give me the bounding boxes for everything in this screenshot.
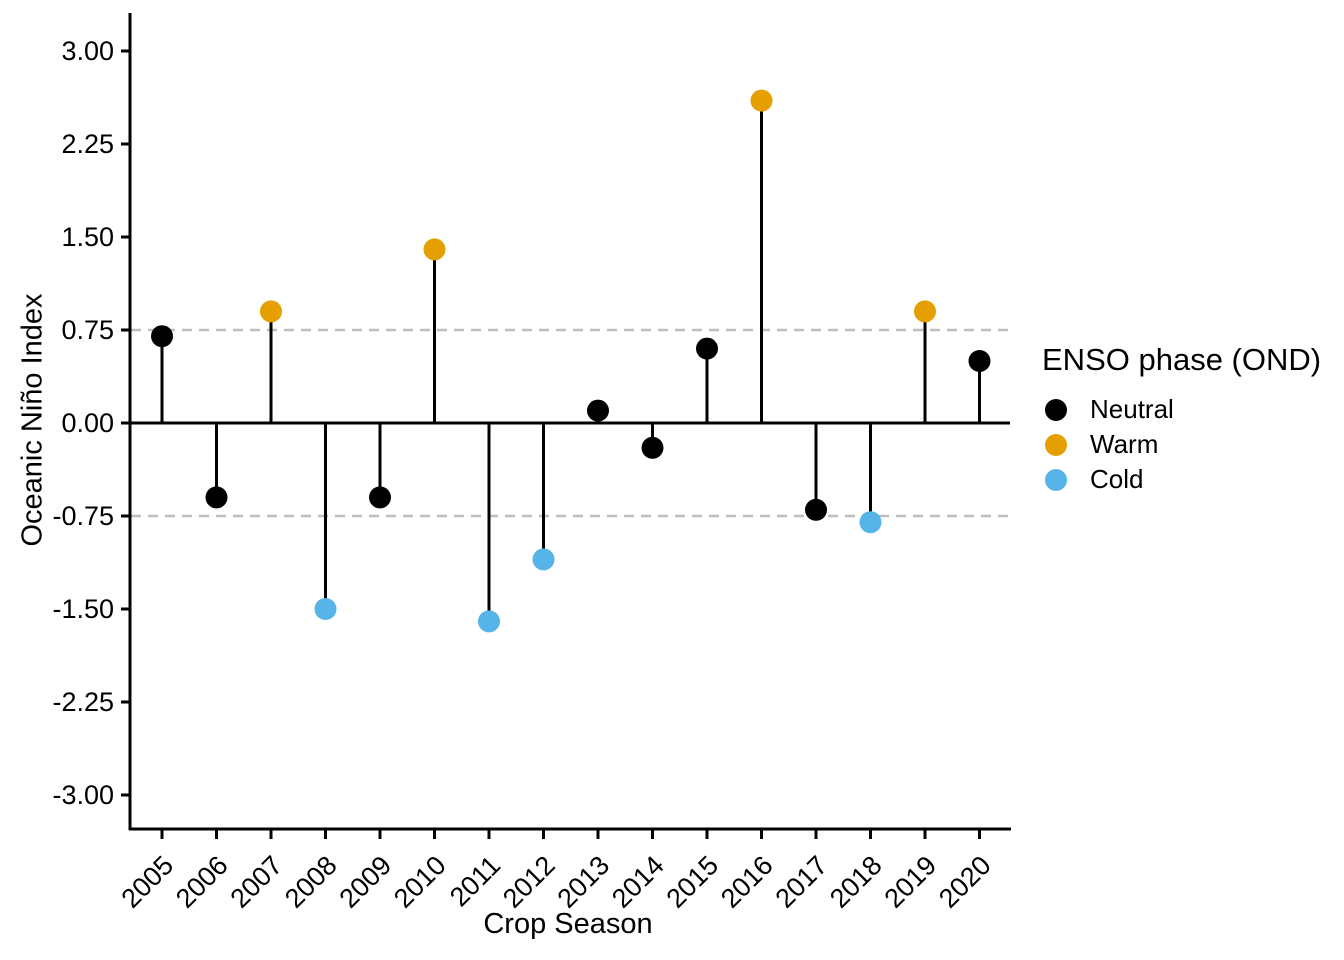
y-tick-label: -0.75 [52,501,114,531]
legend-label-warm: Warm [1090,429,1159,459]
x-tick-label: 2017 [770,850,834,914]
x-tick-label: 2019 [879,850,943,914]
x-tick-label: 2014 [606,850,670,914]
y-tick-label: 0.00 [61,408,114,438]
x-tick-label: 2008 [279,850,343,914]
lollipop-dot-2008 [314,598,337,620]
x-tick-label: 2018 [824,850,888,914]
lollipop-dot-2015 [696,337,718,360]
neutral-dot-icon [1045,398,1067,421]
y-tick-label: -1.50 [52,594,114,624]
x-tick-label: 2007 [225,850,289,914]
x-tick-label: 2009 [334,850,398,914]
y-tick-label: 1.50 [61,222,114,252]
x-tick-label: 2016 [715,850,779,914]
legend-label-neutral: Neutral [1090,394,1174,424]
warm-dot-icon [1045,433,1067,456]
x-tick-label: 2005 [116,850,180,914]
lollipop-dot-2013 [587,399,609,422]
x-tick-label: 2012 [497,850,561,914]
lollipop-dot-2012 [532,548,555,571]
legend-label-cold: Cold [1090,464,1144,494]
cold-dot-icon [1045,468,1067,491]
legend-title: ENSO phase (OND) [1042,342,1322,377]
lollipop-dot-2020 [968,350,991,372]
x-axis-title: Crop Season [483,908,653,940]
lollipop-dot-2006 [205,486,228,509]
lollipop-dot-2018 [859,511,882,534]
x-tick-label: 2011 [444,850,506,912]
x-tick-label: 2015 [661,850,725,914]
lollipop-dot-2019 [914,300,936,323]
y-tick-label: -3.00 [52,780,114,810]
legend: ENSO phase (OND) Neutral Warm Cold [1042,342,1321,497]
y-tick-label: -2.25 [52,687,114,717]
lollipop-dot-2017 [805,498,827,521]
legend-item-neutral: Neutral [1042,392,1321,427]
y-tick-label: 2.25 [61,129,114,159]
y-axis-title: Oceanic Niño Index [16,293,49,547]
x-tick-label: 2006 [170,850,234,914]
y-tick-label: 3.00 [61,36,114,66]
legend-item-warm: Warm [1042,427,1321,462]
x-tick-label: 2013 [552,850,616,914]
x-tick-label: 2010 [388,850,452,914]
lollipop-dot-2007 [260,300,282,323]
x-tick-label: 2020 [933,850,997,914]
lollipop-dot-2011 [478,610,500,633]
lollipop-dot-2016 [750,89,773,112]
lollipop-dot-2014 [641,436,664,459]
lollipop-dot-2005 [151,325,173,348]
lollipop-dot-2009 [369,486,391,509]
lollipop-dot-2010 [423,238,446,261]
legend-item-cold: Cold [1042,462,1321,497]
y-tick-label: 0.75 [61,315,114,345]
